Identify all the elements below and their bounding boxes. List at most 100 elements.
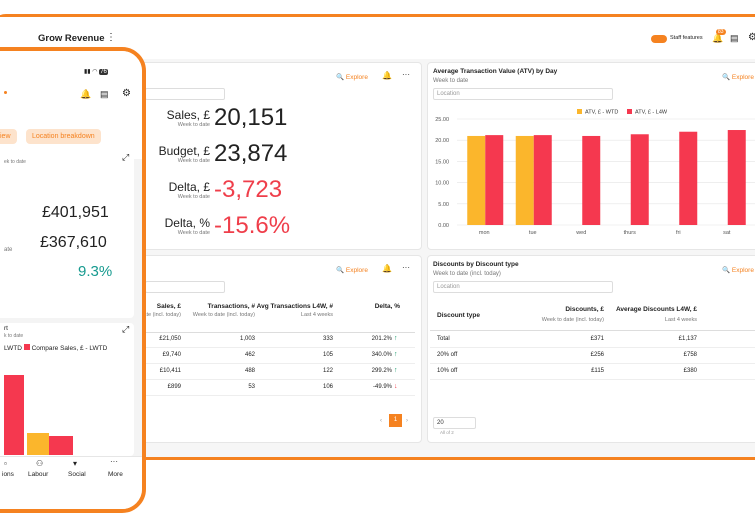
- settings[interactable]: ⚙: [748, 32, 755, 43]
- chart-sub: k to date: [4, 333, 24, 339]
- explore[interactable]: 🔍 Explore: [336, 267, 368, 274]
- kpi-value: -15.6%: [214, 212, 291, 239]
- column-sub: to date (incl. today): [134, 312, 181, 318]
- nav-bar: [0, 456, 142, 509]
- explore-text: Explore: [345, 74, 368, 81]
- cell: 462: [244, 352, 255, 358]
- table-title: Discounts by Discount type: [433, 261, 519, 268]
- bell[interactable]: 🔔: [712, 33, 724, 43]
- nav-icon[interactable]: ▾: [73, 459, 78, 468]
- cell: 10% off: [437, 368, 458, 374]
- cell: £9,740: [162, 352, 181, 358]
- kpi-sub: Week to date: [177, 230, 210, 236]
- nav-icon[interactable]: ···: [110, 457, 118, 466]
- explore[interactable]: 🔍 Explore: [336, 74, 368, 81]
- row-line: [140, 379, 415, 380]
- doc[interactable]: ▤: [100, 89, 109, 99]
- expand[interactable]: ⤢: [122, 324, 130, 334]
- cell: £115: [591, 368, 604, 374]
- row-label: ate: [4, 247, 13, 253]
- cell: £10,411: [159, 368, 181, 374]
- y-tick-label: 0.00: [438, 223, 449, 229]
- x-tick-label: tue: [529, 230, 537, 236]
- table-subtitle: Week to date (incl. today): [433, 271, 501, 277]
- column-header: Delta, %: [374, 303, 400, 310]
- dropdown[interactable]: [145, 88, 225, 100]
- badge: 83: [716, 29, 726, 35]
- tab[interactable]: iew: [0, 129, 17, 144]
- next[interactable]: ›: [406, 418, 408, 424]
- cell: 53: [248, 384, 255, 390]
- bar: [4, 375, 24, 455]
- nav-item[interactable]: ions: [2, 471, 14, 478]
- y-tick-label: 10.00: [435, 181, 449, 187]
- dot: [4, 91, 7, 94]
- legend-text: Compare Sales, £ - LWTD: [31, 345, 108, 352]
- kpi-label: Delta, £: [168, 180, 210, 194]
- nav-item[interactable]: Labour: [28, 471, 49, 478]
- tab[interactable]: Location breakdown: [26, 129, 101, 144]
- page-button[interactable]: 1: [389, 414, 402, 427]
- bell[interactable]: 🔔: [382, 264, 392, 273]
- column-sub: Last 4 weeks: [664, 317, 697, 323]
- row-line: [430, 363, 755, 364]
- x-tick-label: mon: [479, 230, 490, 236]
- discount-card: [427, 255, 755, 443]
- bell[interactable]: 🔔: [80, 89, 92, 99]
- nav-icon[interactable]: ▫: [4, 459, 7, 468]
- expand[interactable]: ⤢: [122, 152, 130, 162]
- column-header: Sales, £: [156, 303, 181, 310]
- dropdown[interactable]: [145, 281, 225, 293]
- dropdown-text: Location: [437, 284, 460, 290]
- menu[interactable]: ⋮: [106, 32, 116, 43]
- column-header: Discount type: [437, 312, 480, 319]
- nav-item[interactable]: More: [108, 471, 123, 478]
- settings[interactable]: ⚙: [122, 88, 131, 99]
- sales-table-card: [120, 255, 422, 443]
- legend: LWTD Compare Sales, £ - LWTD: [4, 344, 107, 352]
- cell: 299.2%: [371, 368, 392, 374]
- explore-text: Explore: [345, 267, 368, 274]
- cell: £899: [167, 384, 181, 390]
- column-header: Avg Transactions L4W, #: [256, 303, 333, 310]
- kpi-sub: Week to date: [177, 158, 210, 164]
- column-sub: Last 4 weeks: [300, 312, 333, 318]
- cell: 1,003: [239, 336, 255, 342]
- explore[interactable]: 🔍 Explore: [722, 74, 754, 81]
- prev[interactable]: ‹: [380, 418, 382, 424]
- trend-arrow: ↑: [394, 351, 398, 358]
- bar: [515, 135, 534, 225]
- header-line: [140, 332, 415, 333]
- toggle[interactable]: [651, 35, 667, 43]
- x-tick-label: thurs: [624, 230, 636, 236]
- legend-label: ATV, £ - WTD: [585, 110, 618, 116]
- y-tick-label: 25.00: [435, 117, 449, 123]
- header-line: [430, 330, 755, 331]
- legend-swatch: [577, 109, 582, 114]
- cell: 488: [244, 368, 255, 374]
- row-line: [430, 379, 755, 380]
- doc-icon[interactable]: ▤: [730, 33, 739, 43]
- bar: [27, 433, 49, 455]
- bell[interactable]: 🔔: [382, 71, 392, 80]
- bar: [533, 135, 552, 225]
- cell: 20% off: [437, 352, 458, 358]
- nav-icon[interactable]: ⚇: [36, 459, 44, 468]
- status: ▮▮ ◠ 76: [84, 69, 108, 75]
- bar: [630, 134, 649, 225]
- page-size[interactable]: 20: [433, 417, 476, 429]
- explore[interactable]: 🔍 Explore: [722, 267, 754, 274]
- nav-item[interactable]: Social: [68, 471, 86, 478]
- explore-text: Explore: [731, 267, 754, 274]
- dropdown[interactable]: Location: [433, 88, 613, 100]
- dropdown[interactable]: Location: [433, 281, 613, 293]
- more[interactable]: ···: [402, 70, 410, 79]
- kpi-value: -3,723: [214, 176, 283, 203]
- phone-value: £367,610: [40, 234, 107, 251]
- more[interactable]: ···: [402, 263, 410, 272]
- bar: [467, 135, 486, 225]
- chart-title: rt: [4, 325, 8, 332]
- legend-text: LWTD: [4, 345, 22, 352]
- page-size-text: 20: [437, 420, 444, 426]
